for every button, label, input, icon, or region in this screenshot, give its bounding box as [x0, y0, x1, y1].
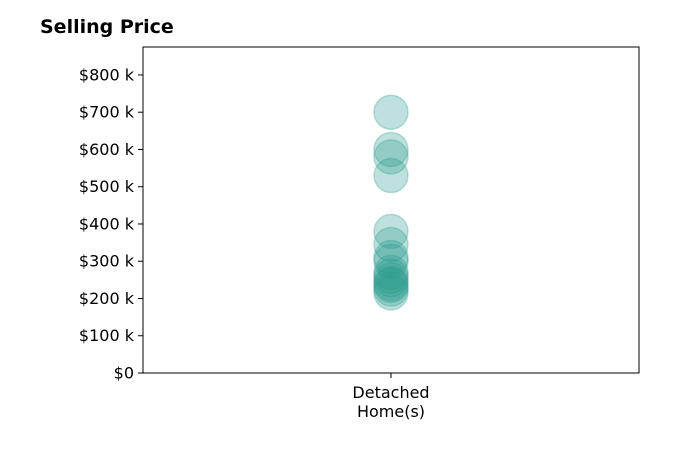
data-point: [373, 275, 409, 311]
data-point: [373, 265, 409, 302]
y-tick-label: $200 k: [79, 289, 135, 308]
x-tick-label: Detached Home(s): [352, 383, 429, 421]
data-point: [373, 254, 409, 291]
data-point: [373, 243, 409, 279]
y-tick-label: $700 k: [79, 103, 135, 122]
data-point: [373, 271, 409, 307]
y-axis: $0 $100 k $200 k $300 k $400 k $500 k $600 k $7…: [79, 65, 143, 383]
data-point: [373, 267, 409, 304]
data-point: [373, 157, 409, 194]
y-tick-label: $600 k: [79, 140, 135, 159]
y-tick-label: $300 k: [79, 252, 135, 271]
chart-title: Selling Price: [40, 16, 174, 38]
data-point: [373, 226, 409, 263]
y-tick-label: $400 k: [79, 214, 135, 233]
data-points: [373, 94, 409, 311]
plot-frame: [142, 46, 640, 374]
data-point: [373, 262, 409, 298]
data-point: [373, 213, 409, 250]
y-tick-label: $100 k: [79, 326, 135, 345]
y-tick-label: $800 k: [79, 65, 135, 84]
data-point: [373, 239, 409, 276]
y-tick-label: $500 k: [79, 177, 135, 196]
data-point: [373, 94, 409, 130]
data-point: [373, 131, 409, 168]
data-point: [373, 139, 409, 175]
y-tick-label: $0: [114, 364, 134, 383]
data-point: [373, 258, 409, 294]
x-axis: Detached Home(s): [352, 373, 430, 421]
